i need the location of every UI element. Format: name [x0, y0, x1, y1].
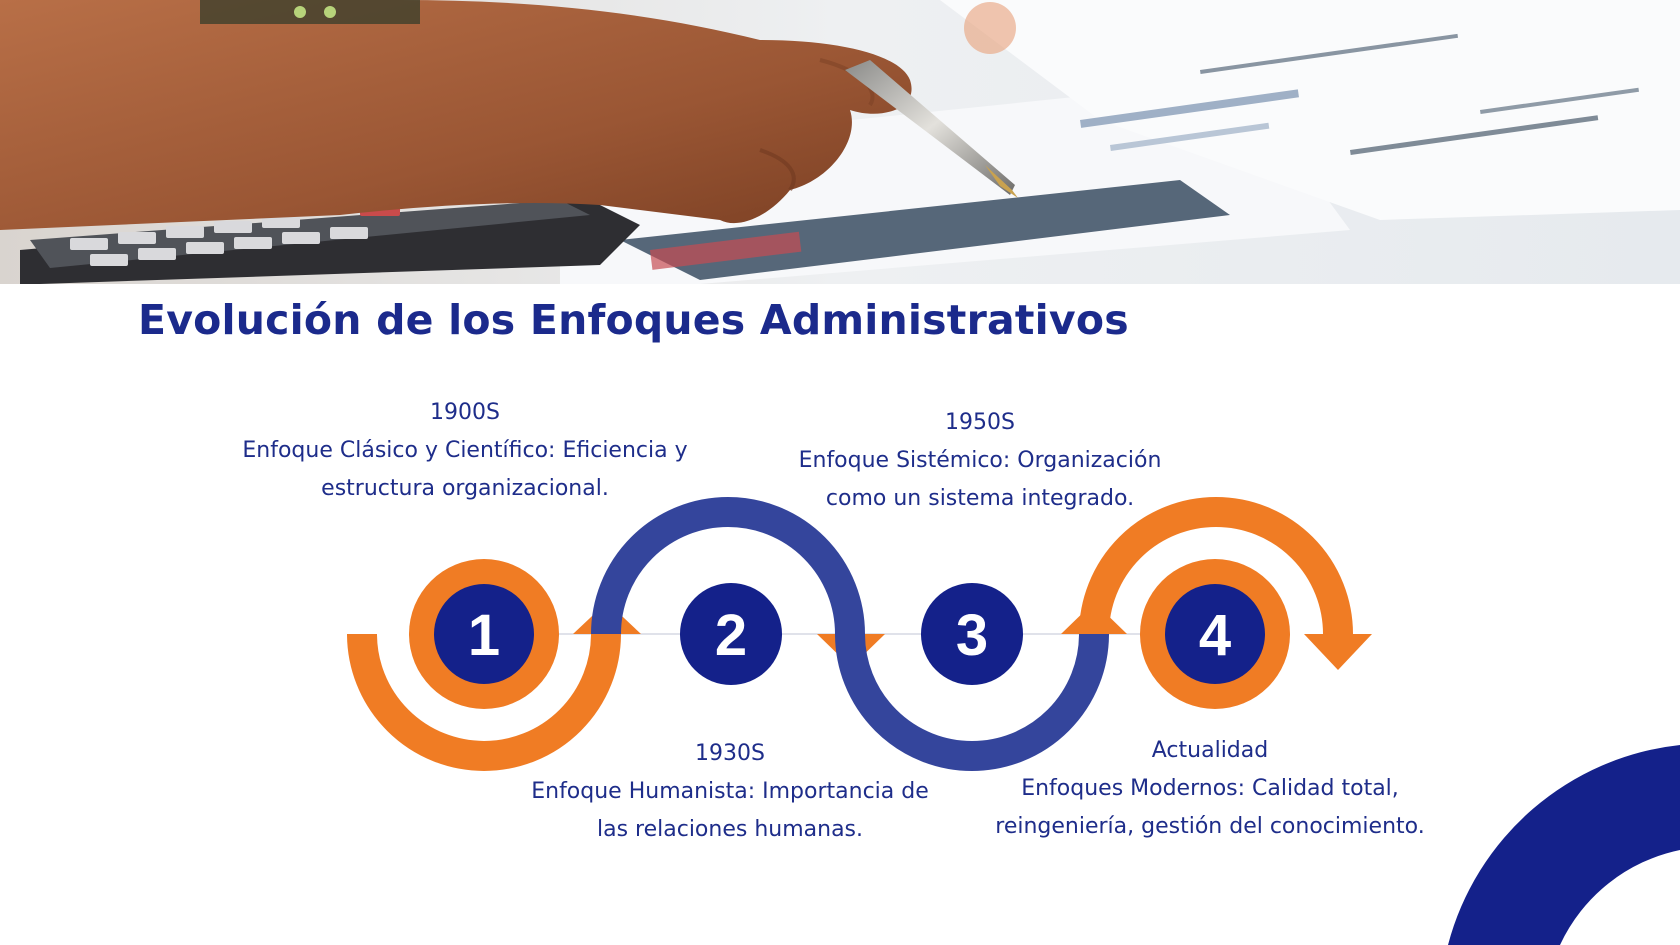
step-4-year: Actualidad	[1151, 738, 1269, 763]
arc-step-1	[347, 633, 621, 771]
hero-image	[0, 0, 1680, 284]
step-2-description: Enfoque Humanista: Importancia de las re…	[531, 779, 929, 842]
node-4-circle	[1165, 584, 1265, 684]
arc-step-4	[1079, 497, 1353, 635]
step-1-year: 1900S	[430, 400, 500, 425]
step-2-year: 1930S	[695, 741, 765, 766]
arc-step-3	[835, 633, 1109, 771]
step-4-text: Actualidad Enfoques Modernos: Calidad to…	[960, 732, 1460, 846]
step-3-year: 1950S	[945, 410, 1015, 435]
step-1-description: Enfoque Clásico y Científico: Eficiencia…	[242, 438, 688, 501]
step-3-description: Enfoque Sistémico: Organización como un …	[798, 448, 1162, 511]
arrow-down-4	[1304, 634, 1372, 670]
node-2-number: 2	[715, 603, 747, 668]
step-2-text: 1930S Enfoque Humanista: Importancia de …	[520, 735, 940, 849]
arc-step-2	[591, 497, 865, 635]
step-1-text: 1900S Enfoque Clásico y Científico: Efic…	[230, 394, 700, 508]
step-4-description: Enfoques Modernos: Calidad total, reinge…	[995, 776, 1425, 839]
node-3-circle	[921, 583, 1023, 685]
node-2-circle	[680, 583, 782, 685]
node-3-number: 3	[956, 603, 988, 668]
step-3-text: 1950S Enfoque Sistémico: Organización co…	[770, 404, 1190, 518]
node-4-number: 4	[1199, 603, 1231, 668]
page-title: Evolución de los Enfoques Administrativo…	[138, 296, 1129, 344]
node-1-circle	[434, 584, 534, 684]
node-1-number: 1	[468, 603, 500, 668]
